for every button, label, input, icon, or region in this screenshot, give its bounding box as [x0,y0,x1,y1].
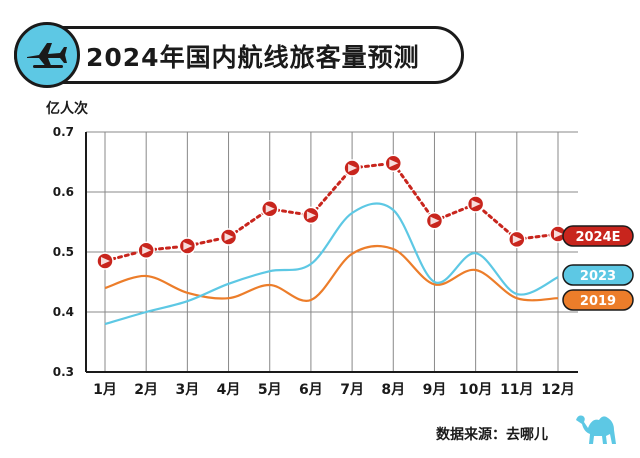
data-source: 数据来源：去哪儿 [436,427,548,443]
marker-arrow-2024E [430,216,440,225]
marker-arrow-2024E [306,211,316,220]
x-tick-label: 2月 [134,382,158,398]
marker-arrow-2024E [348,164,358,172]
marker-arrow-2024E [389,159,399,168]
marker-arrow-2024E [142,246,152,255]
marker-arrow-2024E [554,230,563,238]
airplane-badge [14,22,80,88]
y-axis-label: 亿人次 [46,101,88,117]
chart-title: 2024年国内航线旅客量预测 [86,43,420,72]
marker-arrow-2024E [183,242,193,250]
y-tick-label: 0.7 [53,125,74,139]
marker-arrow-2024E [512,235,522,244]
marker-arrow-2024E [101,257,110,265]
series-legend: 2019 2023 2024E [562,225,634,311]
series-line-2019 [104,244,559,302]
legend-tag-2023: 2023 [562,264,634,286]
series-lines [103,161,560,326]
x-tick-label: 3月 [175,382,199,398]
x-tick-label: 6月 [299,382,323,398]
x-tick-label: 9月 [423,382,447,398]
x-tick-label: 1月 [93,382,117,398]
x-tick-label: 11月 [500,382,533,398]
legend-pill-2019 [562,289,634,311]
gridlines [85,131,578,373]
legend-label-2019: 2019 [580,294,616,309]
y-tick-label: 0.5 [53,245,74,259]
x-tick-label: 5月 [258,382,282,398]
series-line-2024E [103,161,560,263]
x-tick-label: 8月 [381,382,405,398]
marker-arrow-2024E [265,204,275,213]
legend-label-2023: 2023 [580,269,616,284]
y-tick-labels: 0.3 0.4 0.5 0.6 0.7 [53,125,74,379]
airplane-icon [27,43,67,68]
marker-arrow-2024E [471,200,481,208]
legend-pill-2024E [562,225,634,247]
series-markers [96,154,567,270]
legend-pill-2023 [562,264,634,286]
title-banner [14,26,464,84]
legend-tag-2019: 2019 [562,289,634,311]
x-tick-label: 4月 [217,382,241,398]
x-tick-labels: 1月 2月 3月 4月 5月 6月 7月 8月 9月 10月 11月 12月 [93,382,575,398]
camel-icon [576,415,616,444]
legend-label-2024E: 2024E [575,230,620,245]
legend-tag-2024E: 2024E [562,225,634,247]
y-tick-label: 0.3 [53,365,74,379]
x-tick-label: 7月 [340,382,364,398]
x-tick-label: 12月 [541,382,574,398]
x-tick-label: 10月 [459,382,492,398]
series-line-2023 [104,202,559,326]
marker-arrow-2024E [224,233,234,241]
y-tick-label: 0.4 [53,305,74,319]
y-tick-label: 0.6 [53,185,74,199]
